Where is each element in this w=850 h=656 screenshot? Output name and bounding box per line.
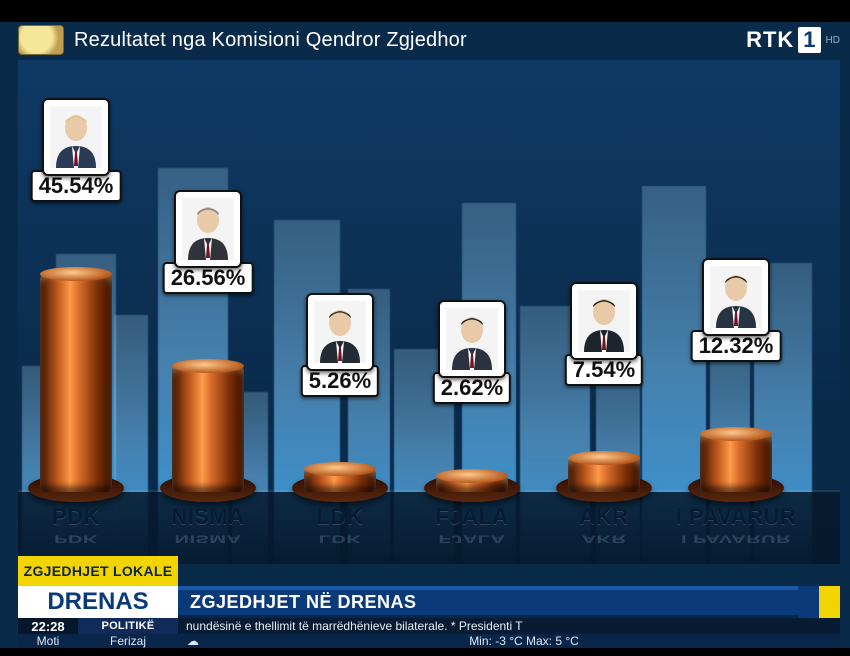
party-label: I PAVARUR xyxy=(676,504,797,530)
channel-number: 1 xyxy=(798,27,820,53)
party-label: FJALA xyxy=(435,504,508,530)
letterbox-bottom xyxy=(0,648,850,656)
headline-text: ZGJEDHJET NË DRENAS xyxy=(190,592,417,613)
party-label-reflection: AKR xyxy=(582,532,627,545)
header-bar: Rezultatet nga Komisioni Qendror Zgjedho… xyxy=(18,22,840,58)
badge-elections: ZGJEDHJET LOKALE xyxy=(18,556,178,586)
clock: 22:28 xyxy=(18,618,78,634)
letterbox-top xyxy=(0,0,850,22)
party-label-reflection: NISMA xyxy=(175,532,242,545)
lower-third-row2: DRENAS ZGJEDHJET NË DRENAS xyxy=(18,586,840,618)
party-label-reflection: I PAVARUR xyxy=(681,532,791,545)
channel-prefix: RTK xyxy=(746,27,794,53)
headline-box: ZGJEDHJET NË DRENAS xyxy=(178,586,798,618)
party-label-reflection: PDK xyxy=(54,532,98,545)
lower-third: ZGJEDHJET LOKALE DRENAS ZGJEDHJET NË DRE… xyxy=(18,556,840,646)
candidate-portrait xyxy=(570,282,638,360)
weather-bar: Moti Ferizaj ☁ Min: -3 °C Max: 5 °C xyxy=(18,634,840,648)
party-label: LDK xyxy=(317,504,364,530)
election-chart-stage: 45.54% PDKPDK26.56% NISMANISMA5.26% LDKL… xyxy=(18,60,840,564)
header-title: Rezultatet nga Komisioni Qendror Zgjedho… xyxy=(74,29,746,52)
weather-icon: ☁ xyxy=(178,634,208,648)
kosovo-emblem-icon xyxy=(18,25,64,55)
candidate-portrait xyxy=(306,293,374,371)
candidate-portrait xyxy=(174,190,242,268)
news-ticker: nundësinë e thellimit të marrëdhënieve b… xyxy=(178,618,840,634)
party-label-reflection: LDK xyxy=(319,532,362,545)
bar-cylinder xyxy=(700,432,772,492)
section-tag: POLITIKË xyxy=(78,618,178,634)
channel-tag: HD xyxy=(826,35,840,46)
candidate-portrait xyxy=(438,300,506,378)
flag-icon xyxy=(798,586,840,618)
weather-label: Moti xyxy=(18,634,78,648)
party-label: NISMA xyxy=(171,504,244,530)
chart-columns: 45.54% PDKPDK26.56% NISMANISMA5.26% LDKL… xyxy=(18,60,840,492)
party-label: PDK xyxy=(52,504,100,530)
lower-third-row3: 22:28 POLITIKË nundësinë e thellimit të … xyxy=(18,618,840,634)
broadcast-screen: Rezultatet nga Komisioni Qendror Zgjedho… xyxy=(0,0,850,656)
bar-cylinder xyxy=(436,474,508,492)
lower-third-row1: ZGJEDHJET LOKALE xyxy=(18,556,840,586)
party-label: AKR xyxy=(579,504,628,530)
bar-cylinder xyxy=(172,364,244,492)
channel-badge: RTK 1 HD xyxy=(746,27,840,53)
party-label-reflection: FJALA xyxy=(439,532,506,545)
weather-temps: Min: -3 °C Max: 5 °C xyxy=(208,634,840,648)
candidate-portrait xyxy=(702,258,770,336)
weather-city: Ferizaj xyxy=(78,634,178,648)
bar-cylinder xyxy=(304,467,376,492)
bar-cylinder xyxy=(568,456,640,492)
bar-cylinder xyxy=(40,272,112,492)
location-box: DRENAS xyxy=(18,586,178,618)
candidate-portrait xyxy=(42,98,110,176)
